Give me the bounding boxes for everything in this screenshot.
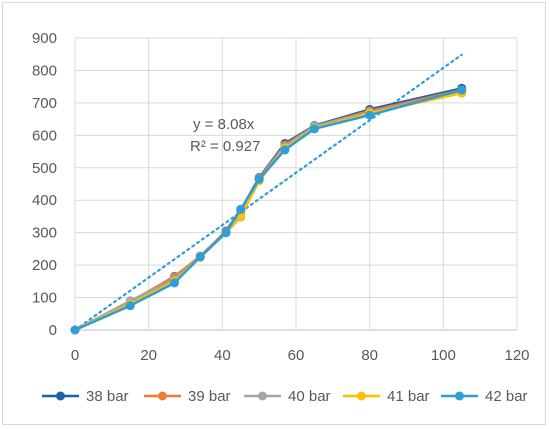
trendline-group (73, 53, 463, 332)
chart-frame (2, 2, 546, 425)
series-group (70, 83, 467, 335)
legend-label: 41 bar (387, 388, 430, 405)
x-tick-label: 0 (71, 347, 79, 364)
y-tick-label: 0 (49, 322, 57, 339)
legend-item: 42 bar (441, 388, 528, 405)
legend-marker (357, 391, 366, 401)
y-tick-label: 500 (32, 160, 57, 177)
legend-item: 41 bar (343, 388, 430, 405)
data-point (125, 301, 135, 311)
legend-label: 39 bar (188, 388, 231, 405)
series-line (74, 88, 463, 332)
y-tick-label: 300 (32, 225, 57, 242)
y-tick-label: 400 (32, 192, 57, 209)
data-point (236, 204, 246, 214)
legend-marker (455, 391, 464, 401)
y-tick-label: 900 (32, 30, 57, 47)
y-axis-tick-labels: 0 100 200 300 400 500 600 700 800 900 (32, 30, 57, 339)
data-point (457, 85, 467, 95)
y-tick-label: 800 (32, 62, 57, 79)
data-point (309, 124, 319, 134)
data-point (195, 252, 205, 262)
legend-item: 39 bar (144, 388, 231, 405)
trendline (73, 53, 463, 332)
series-line (74, 90, 463, 332)
data-point (280, 145, 290, 155)
data-point (70, 325, 80, 335)
series-line (74, 87, 463, 332)
legend-marker (56, 391, 65, 401)
y-tick-label: 100 (32, 290, 57, 307)
legend-item: 38 bar (42, 388, 129, 405)
data-point (221, 228, 231, 238)
x-tick-label: 100 (431, 347, 456, 364)
y-tick-label: 700 (32, 95, 57, 112)
y-tick-label: 200 (32, 257, 57, 274)
data-point (365, 110, 375, 120)
x-tick-label: 20 (140, 347, 157, 364)
legend-label: 38 bar (86, 388, 129, 405)
y-tick-label: 600 (32, 127, 57, 144)
x-tick-label: 80 (361, 347, 378, 364)
trendline-r-squared: R² = 0.927 (190, 138, 260, 155)
legend-marker (158, 391, 167, 401)
legend-label: 40 bar (288, 388, 331, 405)
legend-label: 42 bar (485, 388, 528, 405)
x-tick-label: 120 (504, 347, 529, 364)
data-point (169, 278, 179, 288)
data-point (254, 174, 264, 184)
x-axis-tick-labels: 0 20 40 60 80 100 120 (71, 347, 530, 364)
x-tick-label: 40 (214, 347, 231, 364)
gridlines (74, 37, 518, 331)
legend-item: 40 bar (244, 388, 331, 405)
series-42-bar (70, 85, 467, 335)
series-line (74, 91, 463, 332)
legend: 38 bar 39 bar 40 bar 41 bar 42 bar (42, 388, 528, 405)
x-tick-label: 60 (288, 347, 305, 364)
legend-marker (258, 391, 267, 401)
series-line (74, 88, 463, 332)
trendline-equation: y = 8.08x (193, 116, 255, 133)
